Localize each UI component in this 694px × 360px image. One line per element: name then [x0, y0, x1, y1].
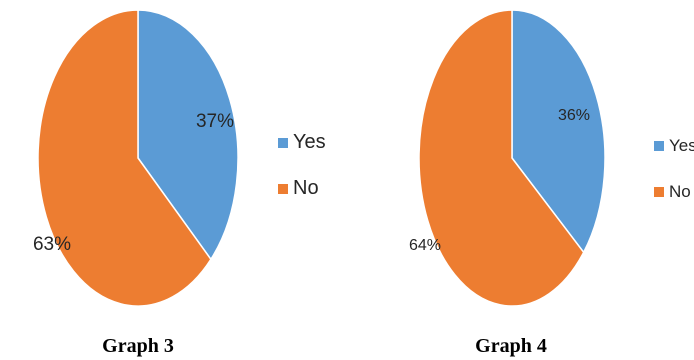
pie-slice-no: [37, 9, 212, 307]
pie-slice-no: [418, 9, 585, 307]
pie-chart-3: 37% 63% Yes No: [33, 9, 326, 307]
pie-chart-4: 36% 64% Yes No: [409, 9, 694, 307]
legend-swatch-yes: [654, 141, 664, 151]
legend-swatch-no: [654, 187, 664, 197]
legend-label-no: No: [669, 182, 691, 201]
graph-3-caption: Graph 3: [102, 335, 174, 357]
legend-label-yes: Yes: [669, 136, 694, 155]
slice-label-yes: 37%: [196, 111, 234, 132]
legend-swatch-no: [278, 184, 288, 194]
slice-label-yes: 36%: [558, 107, 590, 124]
slice-label-no: 63%: [33, 234, 71, 255]
slice-label-no: 64%: [409, 237, 441, 254]
legend-swatch-yes: [278, 138, 288, 148]
legend-label-no: No: [293, 177, 319, 199]
pie-slice-yes: [137, 9, 239, 261]
legend-label-yes: Yes: [293, 131, 326, 153]
pie-slice-yes: [511, 9, 606, 254]
graph-4-caption: Graph 4: [475, 335, 547, 357]
